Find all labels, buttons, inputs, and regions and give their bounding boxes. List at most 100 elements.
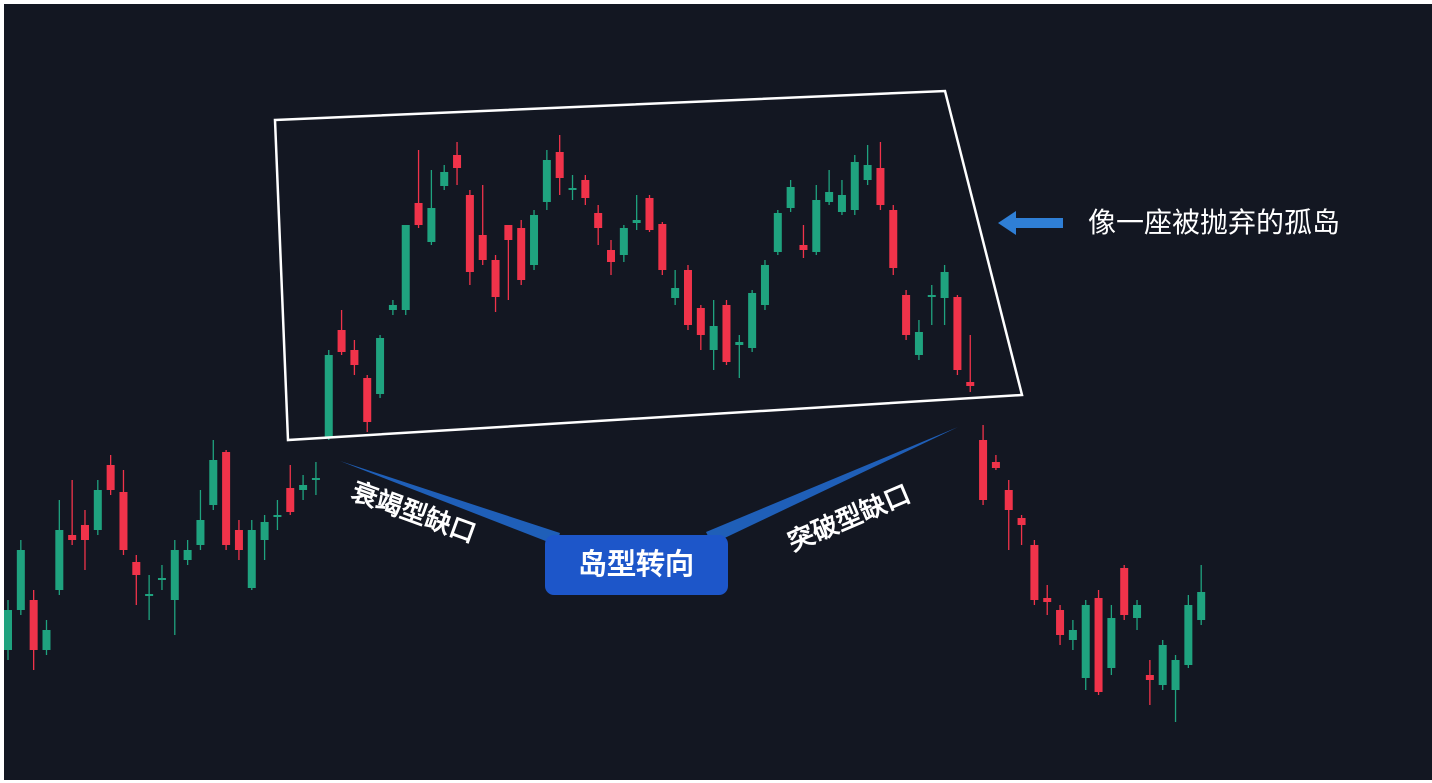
candle-body — [1094, 598, 1103, 692]
candle-body — [876, 168, 885, 205]
chart-background — [4, 4, 1432, 780]
candle-body — [29, 600, 38, 650]
candle-body — [1017, 518, 1026, 525]
candle-body — [453, 155, 462, 168]
candle-body — [1056, 610, 1065, 635]
candle-body — [1171, 660, 1180, 690]
candle-body — [222, 452, 231, 545]
candle-body — [106, 465, 115, 490]
candle-body — [594, 213, 603, 228]
candle-body — [324, 355, 333, 438]
pointer-arrow — [998, 211, 1063, 235]
candle-body — [581, 180, 590, 198]
exhaustion-wedge — [340, 461, 560, 545]
candle-body — [837, 195, 846, 212]
candle-body — [1004, 490, 1013, 510]
candle-body — [991, 462, 1000, 468]
reversal-tag-label: 岛型转向 — [578, 547, 694, 581]
candle-body — [773, 213, 782, 252]
candle-body — [517, 228, 526, 280]
candle-body — [170, 550, 179, 600]
candle-body — [401, 225, 410, 310]
candle-body — [145, 594, 154, 596]
candle-body — [440, 172, 449, 186]
candle-body — [427, 208, 436, 242]
candle-body — [966, 382, 975, 386]
candle-body — [979, 440, 988, 500]
candle-body — [388, 305, 397, 310]
candle-body — [234, 530, 243, 550]
candle-body — [927, 295, 936, 297]
candle-body — [953, 297, 962, 370]
candle-body — [760, 265, 769, 305]
candle-body — [350, 350, 359, 365]
candle-body — [568, 188, 577, 190]
candle-body — [709, 326, 718, 350]
candle-body — [42, 630, 51, 650]
candle-body — [825, 192, 834, 202]
candle-body — [299, 485, 308, 490]
candle-body — [273, 515, 282, 517]
candle-body — [696, 308, 705, 335]
candle-body — [914, 332, 923, 355]
candle-body — [555, 152, 564, 178]
candle-body — [183, 550, 192, 560]
candle-body — [863, 165, 872, 180]
candle-body — [247, 530, 256, 588]
candle-body — [735, 342, 744, 345]
island-box — [273, 89, 1024, 442]
candle-body — [337, 330, 346, 352]
candle-body — [1184, 605, 1193, 665]
candle-body — [542, 160, 551, 202]
candle-body — [119, 492, 128, 550]
candle-body — [786, 187, 795, 208]
candle-body — [414, 203, 423, 225]
candle-body — [799, 245, 808, 250]
candle-body — [376, 338, 385, 394]
candle-body — [55, 530, 64, 590]
candle-body — [504, 225, 513, 240]
candle-body — [748, 293, 757, 348]
breakaway-wedge — [706, 427, 958, 544]
candle-body — [1107, 618, 1116, 668]
candle-body — [68, 535, 77, 540]
candle-body — [940, 272, 949, 298]
island-note: 像一座被抛弃的孤岛 — [1088, 206, 1340, 239]
candle-body — [1081, 605, 1090, 678]
candle-body — [1145, 675, 1154, 680]
candle-body — [530, 215, 539, 265]
candle-body — [478, 235, 487, 260]
candle-body — [1197, 592, 1206, 620]
candle-body — [209, 460, 218, 505]
candle-body — [850, 162, 859, 210]
candle-body — [196, 520, 205, 545]
candle-body — [619, 228, 628, 255]
candle-body — [607, 250, 616, 262]
candle-body — [80, 525, 89, 540]
candle-body — [1030, 545, 1039, 600]
candle-body — [1043, 598, 1052, 602]
candle-body — [132, 562, 141, 575]
candle-body — [1068, 630, 1077, 640]
candle-body — [311, 478, 320, 480]
candle-body — [671, 288, 680, 298]
candle-body — [16, 550, 25, 610]
candle-body — [889, 210, 898, 268]
candle-body — [1158, 645, 1167, 685]
candle-body — [658, 224, 667, 270]
candle-body — [1120, 568, 1129, 615]
candle-body — [491, 260, 500, 297]
candles — [4, 135, 1206, 722]
candle-body — [4, 610, 12, 650]
candle-body — [260, 522, 269, 540]
candle-body — [93, 490, 102, 530]
candle-body — [722, 305, 731, 362]
candle-body — [363, 378, 372, 422]
candle-body — [1133, 605, 1142, 618]
candle-body — [465, 195, 474, 272]
candle-body — [645, 198, 654, 230]
candle-body — [632, 220, 641, 223]
reversal-tag — [545, 535, 728, 595]
